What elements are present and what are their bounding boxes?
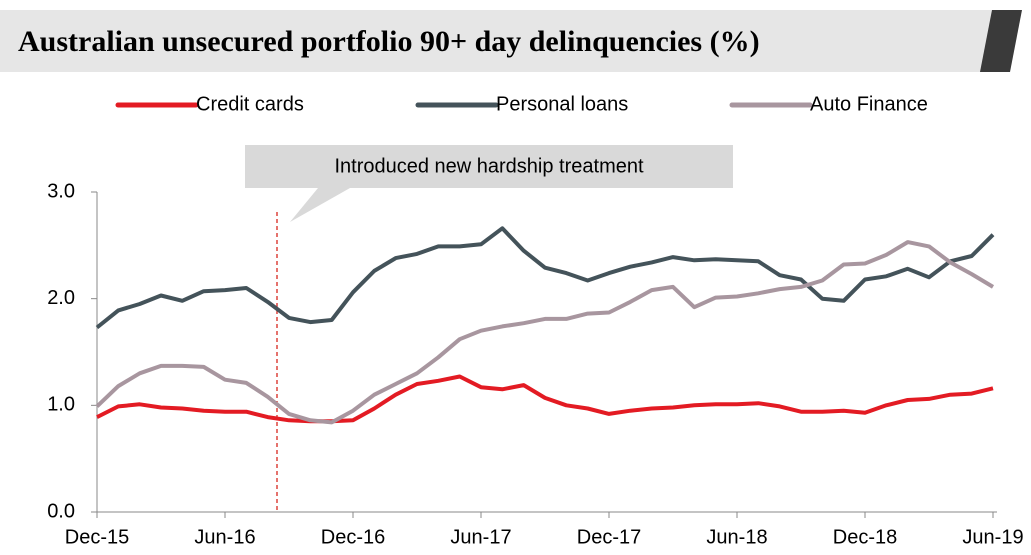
title-accent: [980, 10, 1022, 72]
legend-label: Credit cards: [196, 93, 304, 115]
x-tick-label: Jun-18: [706, 526, 767, 548]
annotation: Introduced new hardship treatment: [334, 155, 644, 177]
series-line: [95, 240, 995, 425]
x-tick-label: Jun-16: [194, 526, 255, 548]
x-tick-label: Dec-17: [577, 526, 641, 548]
y-tick-label: 3.0: [47, 180, 75, 202]
x-tick-label: Jun-19: [962, 526, 1023, 548]
series-line: [96, 374, 994, 424]
x-tick-label: Dec-15: [65, 526, 129, 548]
title-bar: [0, 10, 1000, 72]
callout: [245, 145, 733, 222]
legend-label: Auto Finance: [810, 93, 928, 115]
y-tick-label: 1.0: [47, 394, 75, 416]
x-tick-label: Dec-16: [321, 526, 385, 548]
y-tick-label: 0.0: [47, 500, 75, 522]
y-tick-label: 2.0: [47, 287, 75, 309]
x-tick-label: Jun-17: [450, 526, 511, 548]
x-tick-label: Dec-18: [833, 526, 897, 548]
chart-title: Australian unsecured portfolio 90+ day d…: [18, 25, 760, 58]
legend-label: Personal loans: [496, 93, 628, 115]
series-line: [95, 226, 995, 330]
